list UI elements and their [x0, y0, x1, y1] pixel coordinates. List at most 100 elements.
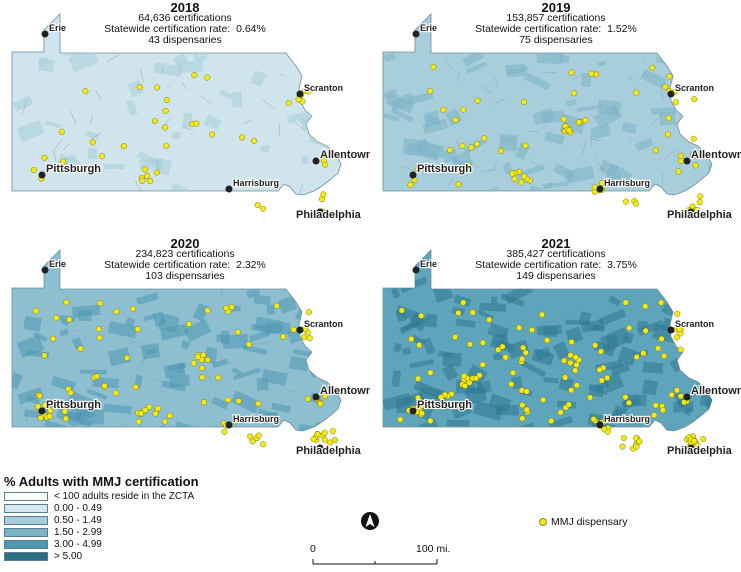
dispensary-dot — [499, 343, 506, 350]
dispensary-dot — [47, 407, 54, 414]
dispensary-dot — [321, 392, 329, 400]
dispensary-dot — [321, 429, 328, 436]
dispensary-dot — [622, 198, 629, 205]
dispensary-dot — [520, 344, 527, 351]
dispensary-dot — [562, 374, 569, 381]
dispensary-dot — [597, 348, 605, 355]
dispensary-dot — [486, 316, 493, 323]
dispensary-dot — [101, 382, 108, 389]
legend-swatch — [4, 540, 48, 549]
dispensary-dot — [233, 418, 240, 425]
scale-end-label: 100 mi. — [416, 543, 451, 555]
panel-rate: Statewide certification rate: 2.32% — [0, 260, 370, 271]
map-panel-2020: 2020 234,823 certifications Statewide ce… — [0, 236, 370, 468]
dispensary-dot — [572, 367, 579, 374]
dispensary-dot — [640, 350, 647, 357]
dispensary-dot — [304, 88, 312, 95]
dispensary-dot — [398, 307, 405, 314]
dispensary-dot — [675, 168, 682, 175]
dispensary-dot — [317, 400, 324, 407]
dispensary-dot — [418, 312, 425, 319]
dispensary-dot — [41, 352, 48, 359]
dispensary-dot — [255, 432, 262, 439]
dispensary-dot — [163, 142, 170, 149]
dispensary-dot — [567, 352, 574, 359]
dispensary-dot — [658, 299, 665, 306]
dispensary-dot — [152, 410, 159, 417]
dispensary-dot — [455, 181, 462, 188]
dispensary-dot — [414, 166, 421, 173]
dispensary-dot — [407, 181, 414, 188]
city-label-allentown: Allentown — [320, 385, 370, 397]
city-label-scranton: Scranton — [304, 319, 343, 329]
dispensary-dot — [625, 399, 633, 406]
dispensary-dot — [259, 205, 267, 212]
dispensary-dot — [144, 172, 151, 179]
dispensary-dot — [519, 415, 526, 422]
dispensary-dot — [461, 373, 468, 380]
dispensary-dot — [280, 333, 287, 340]
pa-map: Erie Scranton Allentown Pittsburgh Harrisbur… — [11, 249, 370, 458]
dispensary-dot — [446, 147, 453, 154]
dispensary-dot — [331, 437, 339, 444]
panel-dispensaries: 103 dispensaries — [145, 270, 225, 282]
city-marker-philadelphia — [316, 208, 324, 216]
dispensary-dot — [673, 334, 680, 341]
map-panel-2019: 2019 153,857 certifications Statewide ce… — [371, 0, 741, 232]
dispensary-dot — [132, 384, 139, 391]
legend-swatch — [4, 504, 48, 513]
panel-rate: Statewide certification rate: 1.52% — [371, 24, 741, 35]
dispensary-dot — [466, 379, 473, 386]
dispensary-dot — [314, 431, 321, 438]
dispensary-dot — [690, 151, 697, 158]
city-marker-harrisburg — [225, 185, 233, 193]
dispensary-dot — [666, 73, 673, 80]
dispensary-dot — [652, 402, 659, 409]
dispensary-dot — [575, 119, 582, 126]
dispensary-dot — [310, 436, 317, 443]
dispensary-dot — [304, 395, 311, 402]
dispensary-legend-label: MMJ dispensary — [551, 516, 628, 528]
dispensary-dot — [498, 147, 505, 154]
city-label-pittsburgh: Pittsburgh — [46, 399, 101, 411]
dispensary-dot — [234, 329, 242, 336]
dispensary-dot — [418, 410, 425, 417]
dispensary-dot — [662, 83, 669, 90]
dispensary-dot — [529, 326, 536, 333]
dispensary-dot — [141, 166, 149, 173]
city-marker-scranton — [667, 326, 675, 334]
dispensary-dot — [427, 417, 434, 424]
dispensary-dot — [162, 107, 169, 114]
dispensary-dot — [474, 141, 481, 148]
dispensary-dot — [285, 99, 292, 106]
dispensary-dot — [321, 436, 328, 443]
dispensary-dot — [516, 324, 523, 331]
city-marker-pittsburgh — [38, 407, 46, 415]
city-label-allentown: Allentown — [691, 149, 741, 161]
dispensary-dot — [146, 403, 153, 410]
dispensary-dot — [151, 117, 158, 125]
dispensary-dot — [557, 409, 564, 416]
dispensary-dot — [520, 98, 527, 106]
dispensary-dot — [67, 389, 74, 396]
city-marker-pittsburgh — [409, 407, 417, 415]
city-marker-harrisburg — [596, 185, 604, 193]
dispensary-dot — [604, 374, 611, 381]
dispensary-dot — [191, 72, 198, 79]
dispensary-dot — [495, 346, 502, 353]
dispensary-dot — [53, 314, 60, 321]
dispensary-dot — [306, 335, 313, 342]
dispensary-dot — [416, 342, 423, 349]
dispensary-dot — [467, 341, 474, 348]
dispensary-dot — [93, 373, 100, 380]
dispensary-dot — [568, 339, 575, 346]
dispensary-dot — [468, 144, 475, 151]
dispensary-dot — [622, 394, 629, 401]
city-label-erie: Erie — [49, 23, 66, 33]
dispensary-dot — [681, 399, 688, 406]
city-marker-allentown — [312, 393, 320, 401]
dispensary-dot — [235, 397, 242, 405]
dispensary-dot — [691, 96, 698, 103]
pa-map: Erie Scranton Allentown Pittsburgh Harrisbur… — [11, 13, 370, 222]
dispensary-dots — [32, 299, 339, 448]
